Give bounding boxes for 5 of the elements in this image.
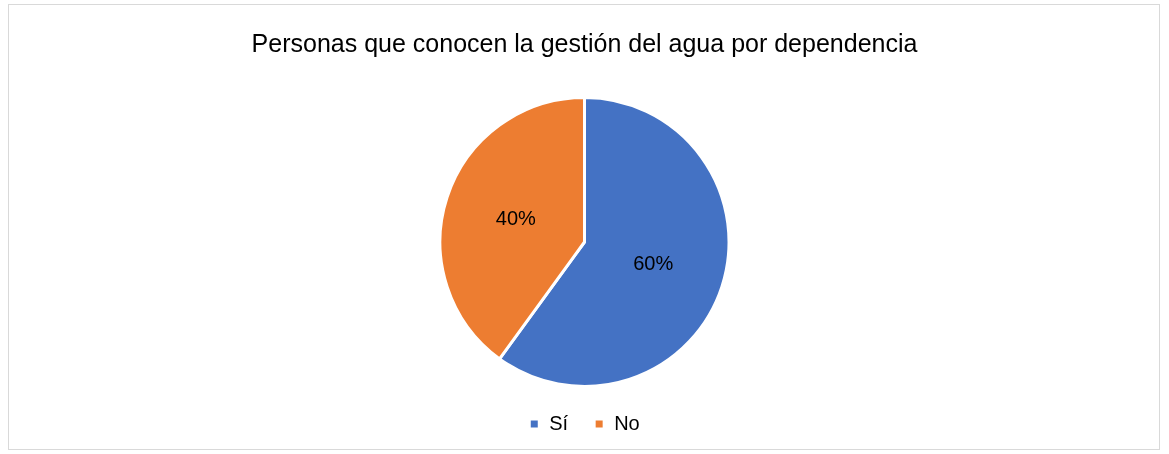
legend-label: No bbox=[614, 411, 640, 434]
legend-label: Sí bbox=[549, 411, 569, 434]
chart-title: Personas que conocen la gestión del agua por dependencia bbox=[251, 28, 918, 57]
data-label: 60% bbox=[633, 251, 674, 274]
data-label: 40% bbox=[495, 207, 537, 230]
